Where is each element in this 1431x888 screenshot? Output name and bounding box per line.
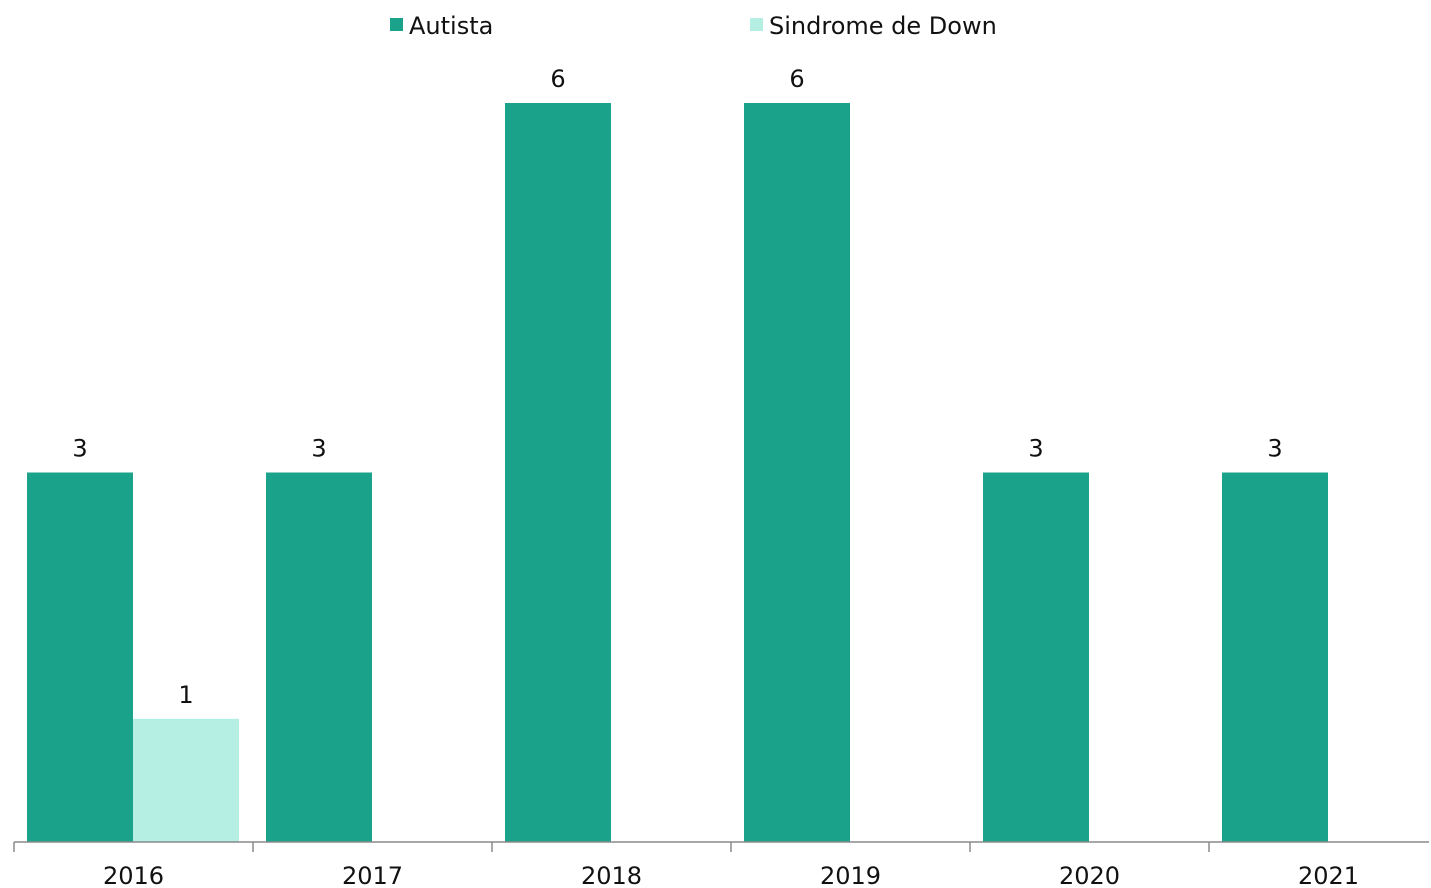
bar-label-1-2016: 1 [178, 681, 193, 709]
x-axis: 2016 2017 2018 2019 2020 2021 [13, 841, 1429, 888]
bar-label-0-2016: 3 [72, 435, 87, 463]
bar-0-2016 [27, 472, 133, 842]
bar-0-2018 [505, 103, 611, 842]
bar-label-0-2018: 6 [550, 65, 565, 93]
x-tick-label-2018: 2018 [581, 862, 642, 888]
legend-label-0: Autista [409, 12, 493, 40]
bar-0-2020 [983, 472, 1089, 842]
legend-label-1: Sindrome de Down [769, 12, 997, 40]
x-tick-label-2021: 2021 [1298, 862, 1359, 888]
x-tick-label-2017: 2017 [342, 862, 403, 888]
bar-0-2017 [266, 472, 372, 842]
x-tick-label-2016: 2016 [103, 862, 164, 888]
x-tick-label-2019: 2019 [820, 862, 881, 888]
bar-label-0-2017: 3 [311, 435, 326, 463]
chart-legend: Autista Sindrome de Down [390, 12, 997, 40]
bar-0-2021 [1222, 472, 1328, 842]
chart-bars [27, 103, 1328, 842]
bar-1-2016 [133, 718, 239, 842]
chart-bar-labels: 3 1 3 6 6 3 3 [72, 65, 1282, 709]
bar-label-0-2020: 3 [1028, 435, 1043, 463]
legend-swatch-0 [390, 18, 403, 31]
bar-label-0-2019: 6 [789, 65, 804, 93]
legend-swatch-1 [750, 18, 763, 31]
bar-0-2019 [744, 103, 850, 842]
x-tick-label-2020: 2020 [1059, 862, 1120, 888]
bar-label-0-2021: 3 [1267, 435, 1282, 463]
